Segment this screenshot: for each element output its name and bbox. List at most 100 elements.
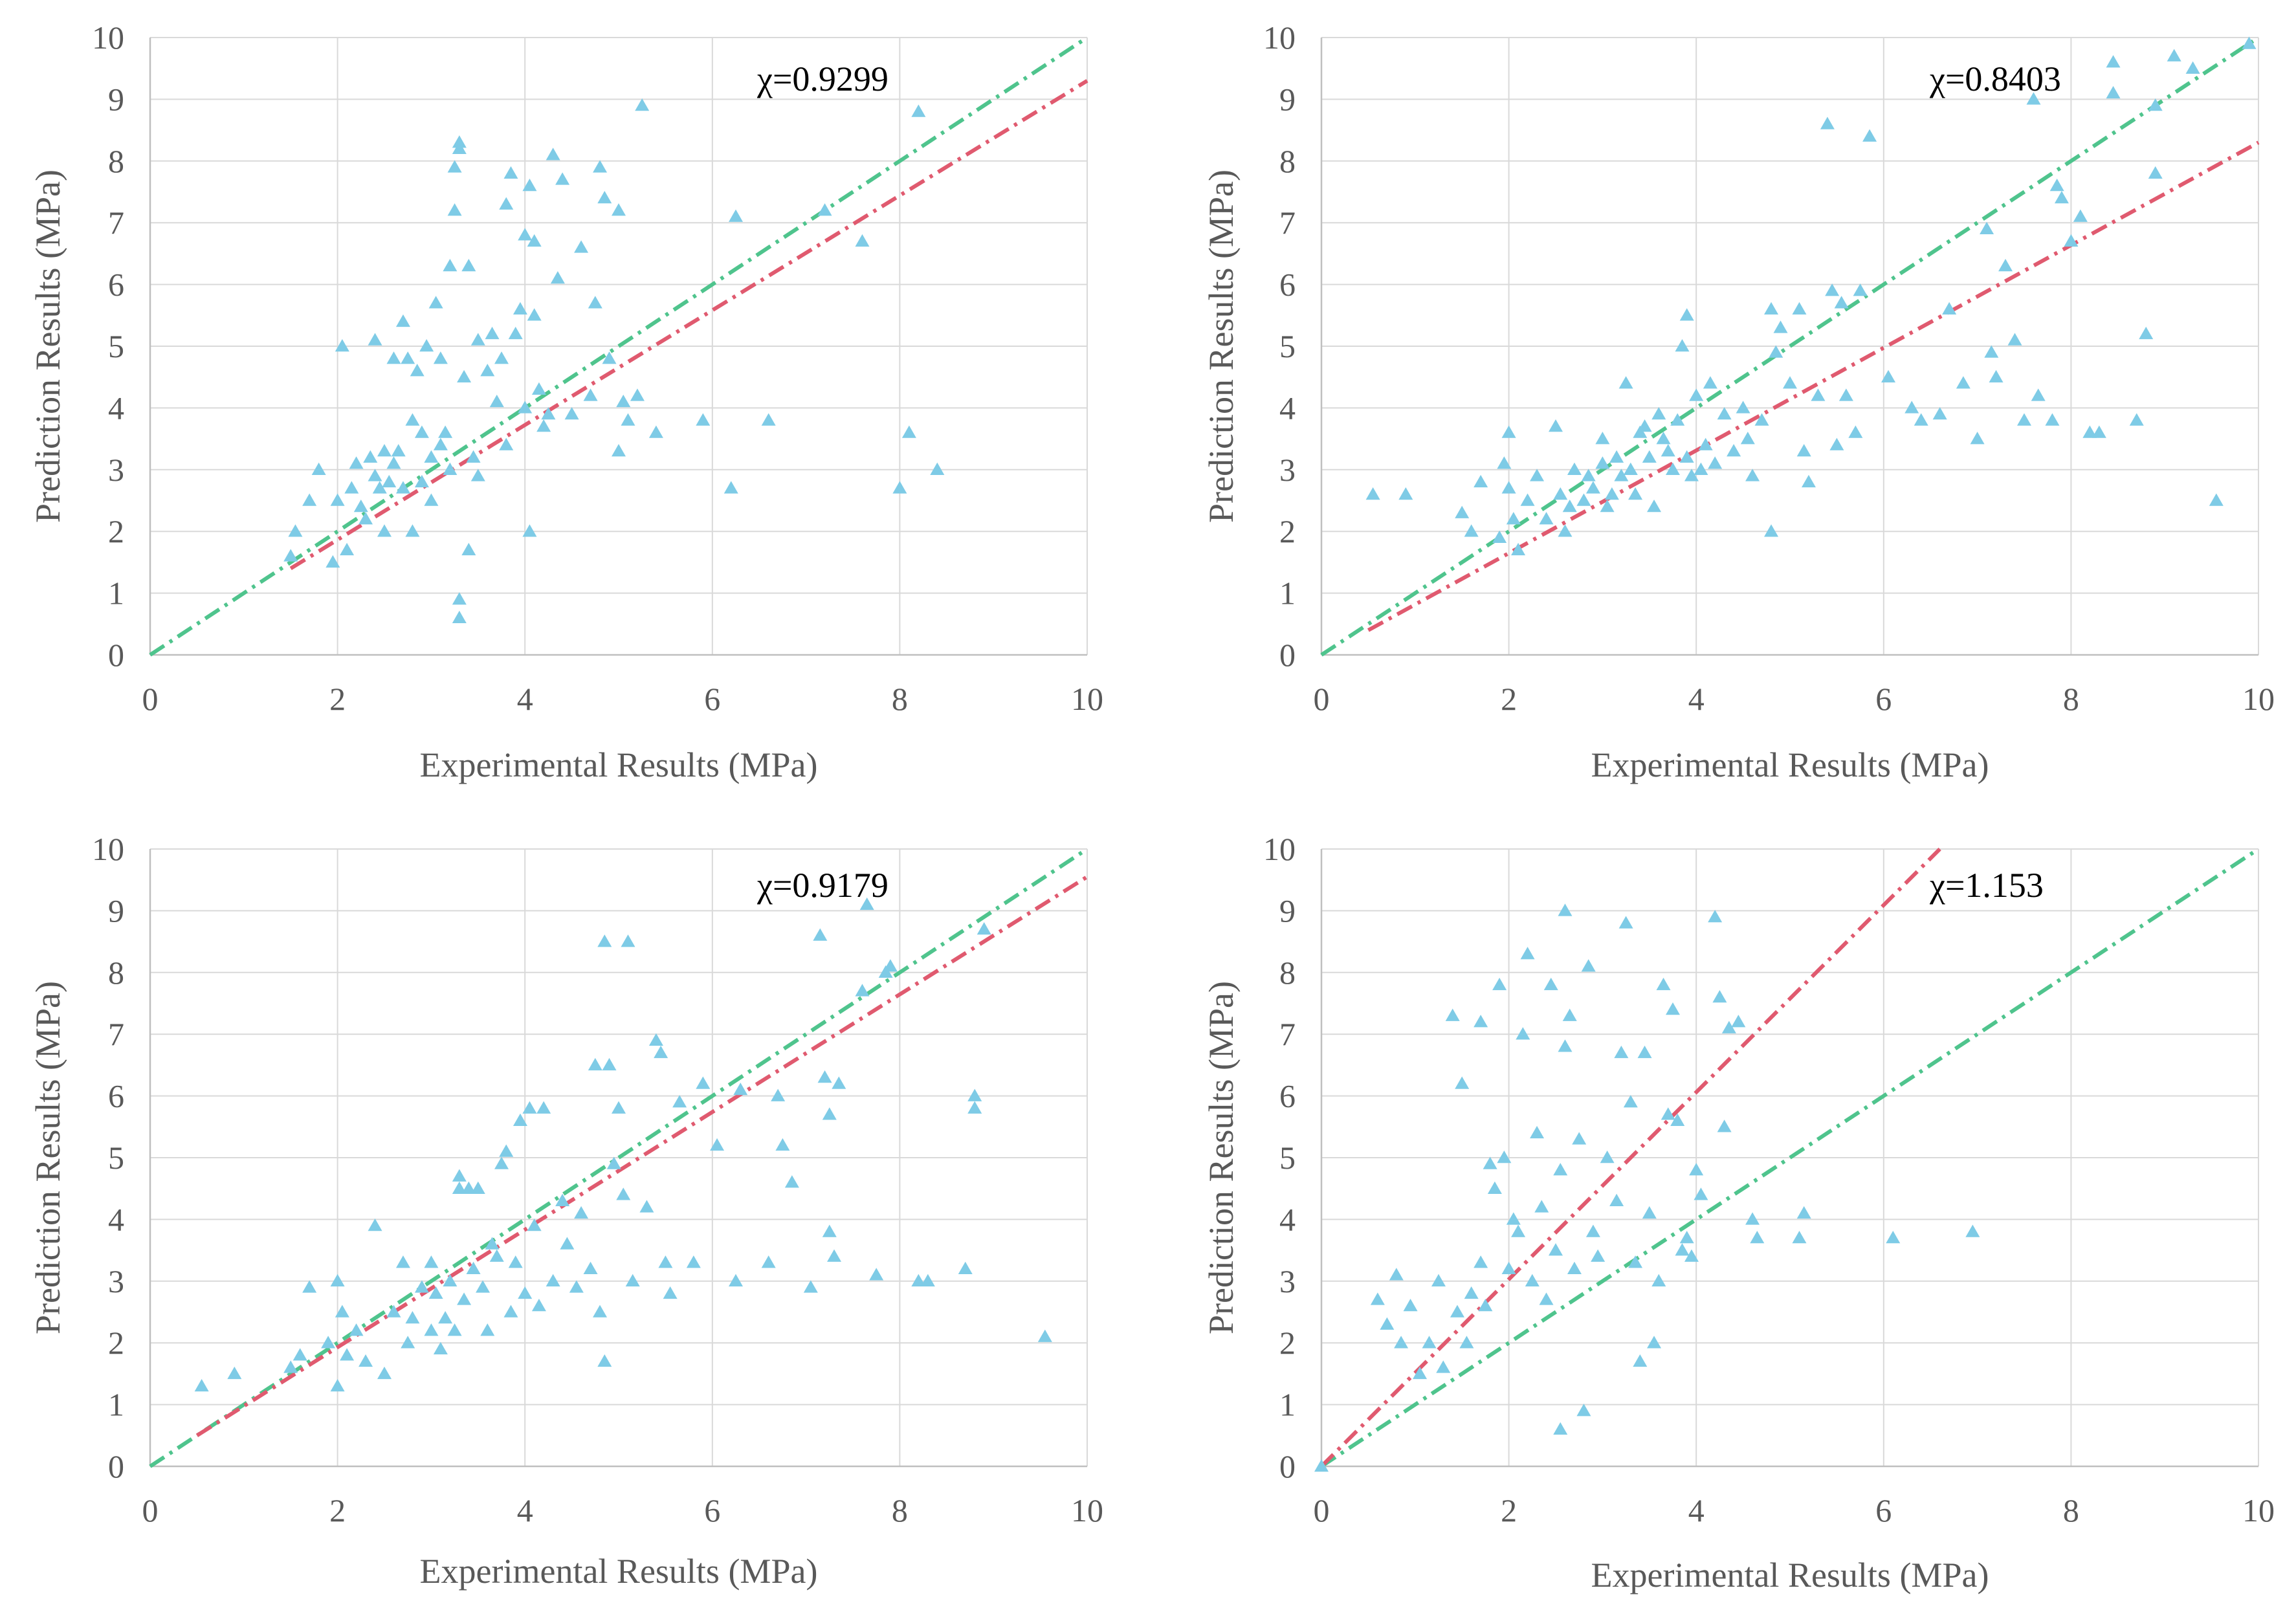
y-tick-label: 9 bbox=[108, 81, 124, 117]
data-point bbox=[340, 1348, 355, 1361]
y-tick-label: 9 bbox=[1279, 892, 1296, 929]
data-point bbox=[1314, 1459, 1329, 1472]
y-tick-label: 4 bbox=[1279, 1201, 1296, 1237]
data-point bbox=[382, 474, 397, 488]
data-point bbox=[443, 1274, 458, 1287]
data-point bbox=[930, 462, 945, 476]
y-tick-label: 3 bbox=[1279, 452, 1296, 488]
data-point bbox=[597, 934, 612, 947]
data-point bbox=[2049, 178, 2064, 192]
data-point bbox=[2106, 55, 2121, 68]
data-point bbox=[1848, 425, 1863, 438]
data-point bbox=[1698, 437, 1713, 450]
data-point bbox=[2242, 36, 2257, 49]
y-tick-label: 10 bbox=[1263, 831, 1296, 867]
data-point bbox=[1394, 1336, 1409, 1349]
data-point bbox=[616, 394, 631, 408]
data-point bbox=[1675, 1243, 1690, 1256]
data-point bbox=[466, 1261, 481, 1274]
data-point bbox=[499, 197, 514, 210]
data-point bbox=[438, 1311, 453, 1324]
data-point bbox=[612, 444, 626, 457]
data-point bbox=[967, 1101, 982, 1114]
data-point bbox=[386, 456, 401, 469]
data-point bbox=[1970, 432, 1985, 445]
x-tick-label: 4 bbox=[517, 1492, 533, 1528]
data-point bbox=[1670, 413, 1685, 426]
data-point bbox=[476, 1280, 491, 1293]
data-point bbox=[1740, 432, 1755, 445]
data-point bbox=[485, 326, 500, 340]
data-point bbox=[663, 1286, 678, 1299]
data-point bbox=[550, 271, 565, 284]
data-point bbox=[1609, 1193, 1624, 1207]
data-point bbox=[1679, 1231, 1694, 1244]
data-point bbox=[499, 1144, 514, 1157]
data-point bbox=[424, 1323, 439, 1336]
data-point bbox=[1773, 320, 1788, 333]
data-point bbox=[330, 1274, 345, 1287]
data-point bbox=[827, 1249, 842, 1262]
data-point bbox=[494, 351, 509, 364]
data-point bbox=[859, 897, 874, 910]
data-point bbox=[405, 524, 420, 537]
data-point bbox=[344, 481, 359, 494]
data-point bbox=[1459, 1336, 1474, 1349]
y-tick-label: 3 bbox=[108, 1263, 124, 1299]
data-point bbox=[386, 351, 401, 364]
data-point bbox=[625, 1274, 640, 1287]
data-point bbox=[1403, 1298, 1418, 1312]
y-tick-label: 0 bbox=[108, 1448, 124, 1484]
data-point bbox=[433, 437, 448, 450]
data-point bbox=[2185, 61, 2200, 74]
y-tick-label: 2 bbox=[108, 513, 124, 549]
data-point bbox=[513, 302, 527, 315]
x-tick-label: 8 bbox=[892, 1492, 908, 1528]
data-point bbox=[2017, 413, 2031, 426]
data-point bbox=[2064, 234, 2079, 247]
data-point bbox=[696, 1076, 711, 1089]
data-point bbox=[377, 1366, 392, 1380]
data-point bbox=[1497, 1151, 1512, 1163]
data-point bbox=[1623, 462, 1638, 476]
data-point bbox=[1478, 1298, 1493, 1312]
data-point bbox=[527, 308, 542, 321]
data-point bbox=[1455, 505, 1470, 518]
data-point bbox=[541, 406, 556, 420]
data-point bbox=[775, 1138, 790, 1151]
data-point bbox=[1647, 1336, 1662, 1349]
data-point bbox=[424, 1255, 439, 1268]
data-point bbox=[569, 1280, 584, 1293]
y-tick-label: 6 bbox=[1279, 1078, 1296, 1114]
x-tick-label: 2 bbox=[329, 1492, 346, 1528]
data-point bbox=[602, 1057, 617, 1071]
data-point bbox=[522, 178, 537, 192]
data-point bbox=[386, 1305, 401, 1318]
data-point bbox=[353, 500, 368, 513]
data-point bbox=[1595, 456, 1610, 469]
data-point bbox=[920, 1274, 935, 1287]
data-point bbox=[1436, 1360, 1451, 1373]
data-point bbox=[401, 351, 415, 364]
data-point bbox=[1647, 500, 1662, 513]
data-point bbox=[1474, 474, 1488, 488]
data-point bbox=[349, 456, 364, 469]
chi-annotation: χ=1.153 bbox=[1929, 866, 2044, 905]
data-point bbox=[658, 1255, 673, 1268]
data-point bbox=[377, 524, 392, 537]
y-tick-label: 8 bbox=[108, 143, 124, 179]
data-point bbox=[1825, 283, 1840, 296]
y-axis-title: Prediction Results (MPa) bbox=[1202, 981, 1241, 1334]
data-point bbox=[771, 1088, 786, 1101]
x-axis-title: Experimental Results (MPa) bbox=[1591, 1556, 1989, 1594]
y-tick-label: 10 bbox=[92, 831, 124, 867]
data-point bbox=[335, 339, 349, 352]
data-point bbox=[377, 444, 392, 457]
y-tick-label: 1 bbox=[1279, 575, 1296, 612]
x-tick-label: 4 bbox=[517, 681, 533, 717]
data-point bbox=[2139, 326, 2154, 340]
data-point bbox=[2045, 413, 2060, 426]
y-tick-label: 1 bbox=[1279, 1387, 1296, 1423]
data-point bbox=[2007, 333, 2022, 346]
data-point bbox=[1956, 376, 1970, 389]
